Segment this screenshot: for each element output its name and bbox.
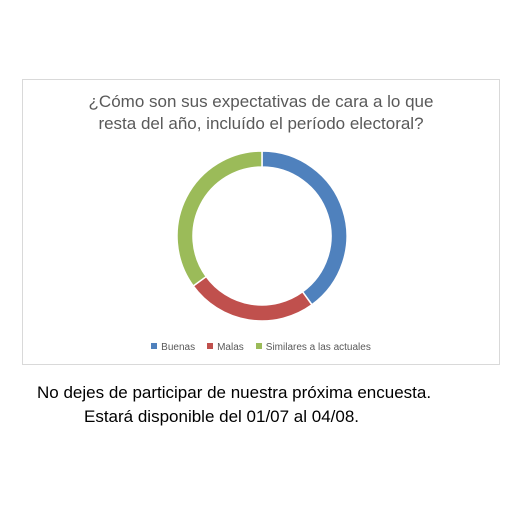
legend-item-buenas: Buenas [151, 341, 195, 355]
legend-label: Buenas [161, 342, 196, 353]
donut-slice-similares-a-las-actuales [176, 150, 263, 288]
legend-swatch [151, 343, 158, 349]
chart-title-line-1: ¿Cómo son sus expectativas de cara a lo … [88, 92, 434, 111]
footer-note: No dejes de participar de nuestra próxim… [0, 381, 530, 429]
legend-label: Malas [217, 342, 244, 353]
chart-container: ¿Cómo son sus expectativas de cara a lo … [22, 79, 500, 365]
legend-swatch [255, 343, 262, 349]
legend-label: Similares a las actuales [265, 342, 371, 353]
donut-slice-malas [192, 275, 314, 322]
footer-line-1: No dejes de participar de nuestra próxim… [37, 383, 432, 402]
footer-line-2: Estará disponible del 01/07 al 04/08. [84, 407, 360, 426]
donut-chart [176, 150, 348, 322]
donut-slice-buenas [261, 150, 348, 306]
legend-item-similares-a-las-actuales: Similares a las actuales [255, 341, 371, 355]
legend-swatch [207, 343, 214, 349]
chart-title: ¿Cómo son sus expectativas de cara a lo … [23, 91, 499, 135]
chart-title-line-2: resta del año, incluído el período elect… [98, 114, 424, 133]
chart-legend: Buenas Malas Similares a las actuales [23, 341, 499, 355]
legend-item-malas: Malas [207, 341, 244, 355]
